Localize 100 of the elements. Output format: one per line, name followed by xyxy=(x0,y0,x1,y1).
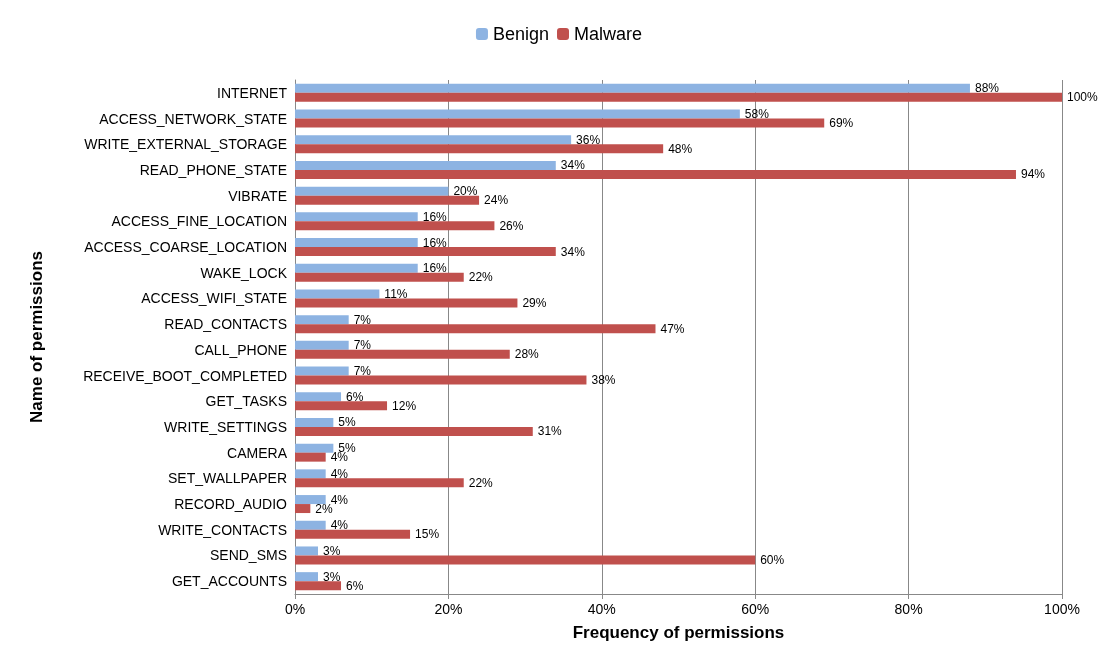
y-tick-label: GET_TASKS xyxy=(205,393,287,410)
data-label: 29% xyxy=(522,295,547,310)
bar xyxy=(295,92,1062,102)
data-label: 3% xyxy=(323,569,341,584)
data-label: 16% xyxy=(422,235,448,250)
x-tick-label: 80% xyxy=(894,601,923,617)
data-label: 38% xyxy=(591,373,616,388)
y-tick-label: ACCESS_FINE_LOCATION xyxy=(111,213,287,230)
x-axis-title: Frequency of permissions xyxy=(572,623,785,642)
bar xyxy=(295,478,464,488)
bar xyxy=(295,272,464,282)
legend-label: Benign xyxy=(492,24,550,44)
bar xyxy=(295,315,349,325)
data-label: 22% xyxy=(468,475,494,490)
data-label: 47% xyxy=(660,321,685,336)
bar xyxy=(295,340,349,350)
y-tick-label: CALL_PHONE xyxy=(194,341,287,358)
y-tick-label: READ_PHONE_STATE xyxy=(139,161,287,178)
y-tick-label: WAKE_LOCK xyxy=(200,264,288,281)
bar xyxy=(295,529,411,539)
bar xyxy=(295,144,664,154)
x-tick-label: 100% xyxy=(1044,601,1080,617)
x-tick-label: 0% xyxy=(284,601,306,617)
data-label: 15% xyxy=(415,527,440,542)
data-label: 22% xyxy=(468,270,494,285)
bar xyxy=(295,349,510,359)
bar xyxy=(295,469,326,479)
bar xyxy=(295,417,334,427)
data-label: 6% xyxy=(346,578,364,593)
data-label: 16% xyxy=(422,261,448,276)
y-tick-label: CAMERA xyxy=(227,444,288,461)
data-label: 69% xyxy=(829,116,854,131)
data-label: 100% xyxy=(1067,90,1099,105)
bar xyxy=(295,109,740,119)
bar xyxy=(295,212,418,222)
data-label: 3% xyxy=(323,543,341,558)
bar xyxy=(295,118,825,128)
bar xyxy=(295,443,334,453)
y-tick-label: WRITE_EXTERNAL_STORAGE xyxy=(84,136,287,153)
bar xyxy=(295,366,349,376)
y-tick-label: RECEIVE_BOOT_COMPLETED xyxy=(83,367,287,384)
bar xyxy=(295,324,656,334)
bar xyxy=(295,186,449,196)
data-label: 16% xyxy=(422,209,448,224)
bar xyxy=(295,392,342,402)
data-label: 12% xyxy=(392,398,417,413)
y-tick-label: GET_ACCOUNTS xyxy=(171,573,287,590)
data-label: 7% xyxy=(353,312,372,327)
data-label: 20% xyxy=(453,184,478,199)
y-tick-label: INTERNET xyxy=(217,84,288,101)
bar xyxy=(295,546,319,556)
y-tick-label: SEND_SMS xyxy=(209,547,287,564)
y-axis-title: Name of permissions xyxy=(27,251,46,423)
bar xyxy=(295,195,480,205)
x-tick-label: 20% xyxy=(434,601,463,617)
y-tick-label: WRITE_CONTACTS xyxy=(158,521,287,538)
y-tick-label: VIBRATE xyxy=(228,187,287,204)
data-label: 4% xyxy=(330,466,349,481)
bar xyxy=(295,504,311,514)
y-tick-label: READ_CONTACTS xyxy=(164,316,287,333)
bar xyxy=(295,452,326,462)
data-label: 58% xyxy=(744,107,770,122)
data-label: 26% xyxy=(499,218,524,233)
bar xyxy=(295,555,756,565)
data-label: 48% xyxy=(668,141,693,156)
bar xyxy=(295,263,418,273)
x-tick-label: 40% xyxy=(587,601,616,617)
data-label: 28% xyxy=(514,347,540,362)
bar xyxy=(295,572,319,582)
legend-label: Malware xyxy=(574,24,643,44)
data-label: 60% xyxy=(760,552,785,567)
data-label: 24% xyxy=(484,193,509,208)
y-tick-label: RECORD_AUDIO xyxy=(174,496,288,513)
data-label: 5% xyxy=(338,415,357,430)
bar xyxy=(295,375,587,385)
data-label: 7% xyxy=(353,364,372,379)
bar xyxy=(295,135,572,145)
bar xyxy=(295,221,495,231)
data-label: 88% xyxy=(974,81,1000,96)
y-tick-label: SET_WALLPAPER xyxy=(167,470,287,487)
data-label: 34% xyxy=(560,158,586,173)
bar xyxy=(295,581,342,591)
bar xyxy=(295,289,380,299)
data-label: 6% xyxy=(346,389,364,404)
bar xyxy=(295,298,518,308)
bar xyxy=(295,495,326,505)
bar xyxy=(295,238,418,248)
data-label: 36% xyxy=(576,132,601,147)
data-label: 4% xyxy=(330,518,349,533)
y-tick-label: ACCESS_COARSE_LOCATION xyxy=(84,239,287,256)
y-tick-label: ACCESS_NETWORK_STATE xyxy=(99,110,287,127)
data-label: 31% xyxy=(537,424,563,439)
data-label: 94% xyxy=(1020,167,1046,182)
bar xyxy=(295,520,326,530)
bar xyxy=(295,160,556,170)
y-tick-label: WRITE_SETTINGS xyxy=(164,418,287,435)
data-label: 7% xyxy=(353,338,372,353)
data-label: 34% xyxy=(560,244,586,259)
bar xyxy=(295,169,1016,179)
x-tick-label: 60% xyxy=(741,601,770,617)
